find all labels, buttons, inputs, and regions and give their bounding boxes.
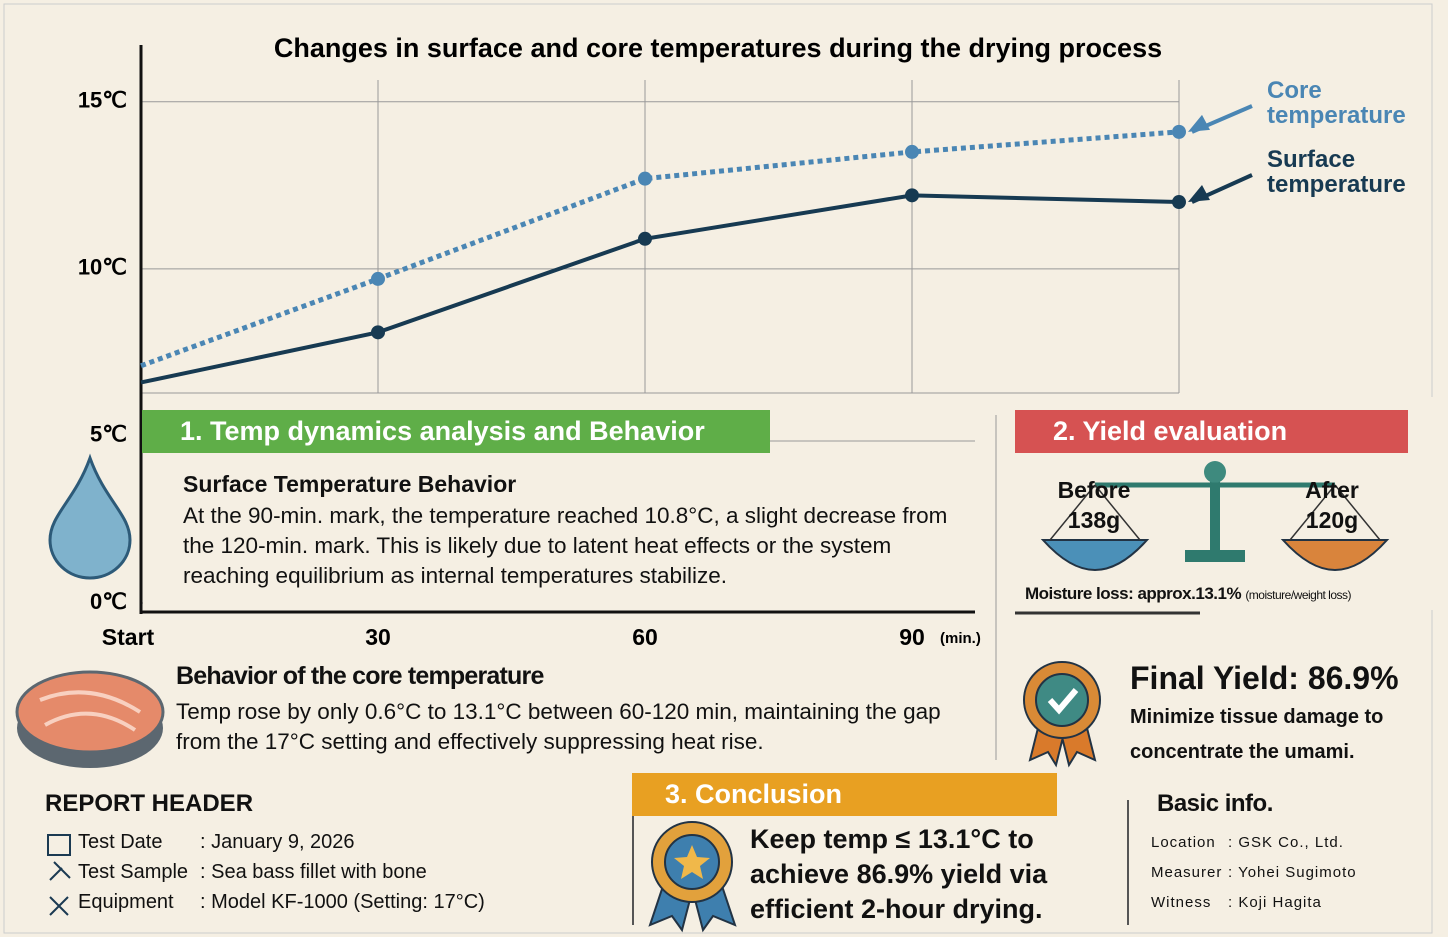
basic-info-title: Basic info. bbox=[1157, 790, 1273, 818]
y-tick-label: 15℃ bbox=[78, 88, 127, 113]
report-title: REPORT HEADER bbox=[45, 790, 253, 818]
after-label: After bbox=[1282, 477, 1382, 504]
point bbox=[1172, 195, 1186, 209]
subheading: Surface Temperature Behavior bbox=[183, 471, 516, 498]
final-note: Minimize tissue damage to concentrate th… bbox=[1130, 700, 1420, 770]
before-label: Before bbox=[1044, 477, 1144, 504]
point bbox=[1172, 125, 1186, 139]
chart-title: Changes in surface and core temperatures… bbox=[274, 33, 1162, 63]
y-tick-label: 0℃ bbox=[90, 589, 127, 614]
info-value: : Yohei Sugimoto bbox=[1228, 864, 1357, 881]
x-tick-label: 60 bbox=[632, 624, 658, 650]
after-value: 120g bbox=[1282, 507, 1382, 534]
point bbox=[905, 145, 919, 159]
info-value: : GSK Co., Ltd. bbox=[1228, 834, 1344, 851]
info-label: Witness bbox=[1151, 894, 1211, 911]
y-tick-label: 5℃ bbox=[90, 422, 127, 447]
infographic: Changes in surface and core temperatures… bbox=[0, 0, 1448, 937]
section-heading: 3. Conclusion bbox=[632, 773, 1057, 816]
point bbox=[905, 188, 919, 202]
row-label: Test Date bbox=[78, 831, 162, 854]
point bbox=[638, 232, 652, 246]
body-text: At the 90-min. mark, the temperature rea… bbox=[183, 501, 973, 591]
moisture-loss-value: Moisture loss: approx.13.1% bbox=[1025, 584, 1241, 603]
moisture-loss: Moisture loss: approx.13.1% (moisture/we… bbox=[1025, 584, 1351, 604]
info-label: Location bbox=[1151, 834, 1216, 851]
body-text: Temp rose by only 0.6°C to 13.1°C betwee… bbox=[176, 697, 976, 757]
legend-label: Core temperature bbox=[1267, 78, 1427, 128]
x-tick-label: Start bbox=[102, 624, 155, 650]
x-tick-label: 90 bbox=[899, 624, 925, 650]
point bbox=[371, 272, 385, 286]
section-heading: 2. Yield evaluation bbox=[1015, 410, 1408, 453]
x-axis-unit: (min.) bbox=[940, 630, 981, 647]
conclusion-text: Keep temp ≤ 13.1°C to achieve 86.9% yiel… bbox=[750, 822, 1080, 927]
row-value: : January 9, 2026 bbox=[200, 831, 355, 854]
row-value: : Model KF-1000 (Setting: 17°C) bbox=[200, 891, 485, 914]
row-label: Test Sample bbox=[78, 861, 188, 884]
row-value: : Sea bass fillet with bone bbox=[200, 861, 427, 884]
point bbox=[371, 325, 385, 339]
legend-label: Surface temperature bbox=[1267, 147, 1427, 197]
series-line bbox=[141, 195, 1179, 382]
point bbox=[638, 172, 652, 186]
row-label: Equipment bbox=[78, 891, 174, 914]
info-label: Measurer bbox=[1151, 864, 1222, 881]
moisture-note: (moisture/weight loss) bbox=[1245, 588, 1351, 602]
before-value: 138g bbox=[1044, 507, 1144, 534]
subheading: Behavior of the core temperature bbox=[176, 662, 544, 691]
y-tick-label: 10℃ bbox=[78, 255, 127, 280]
x-tick-label: 30 bbox=[365, 624, 391, 650]
info-value: : Koji Hagita bbox=[1228, 894, 1322, 911]
series-line bbox=[141, 132, 1179, 366]
final-yield: Final Yield: 86.9% bbox=[1130, 660, 1399, 697]
section-heading: 1. Temp dynamics analysis and Behavior bbox=[142, 410, 770, 453]
